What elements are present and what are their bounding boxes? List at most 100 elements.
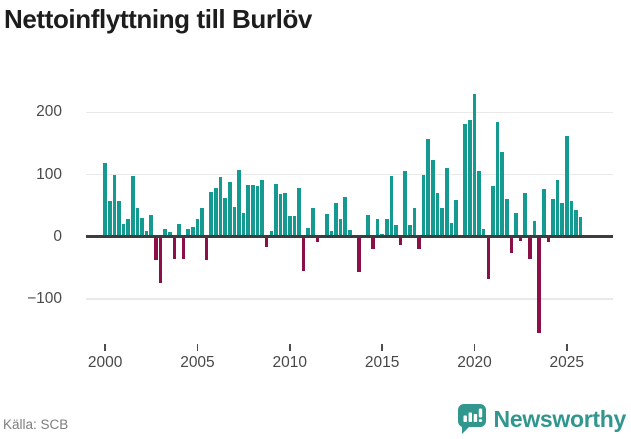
bar-2014Q4	[375, 219, 380, 237]
bar-2008Q4	[264, 236, 269, 248]
bar-2008Q2	[255, 186, 260, 237]
x-axis-label-2010: 2010	[272, 354, 308, 371]
bar-2018Q3	[444, 167, 449, 237]
bar-2004Q4	[191, 227, 195, 237]
bar-2000Q3	[112, 174, 117, 237]
gridline-y--100	[86, 298, 613, 300]
y-axis-label-0: 0	[53, 227, 62, 245]
bar-2018Q4	[449, 223, 454, 237]
bar-2025Q1	[565, 135, 569, 237]
bar-2025Q4	[578, 217, 583, 237]
bar-2009Q4	[283, 193, 287, 237]
bar-2005Q3	[204, 236, 209, 260]
bar-2020Q2	[477, 171, 481, 237]
x-axis-label-2025: 2025	[549, 354, 585, 371]
x-axis-label-2005: 2005	[180, 354, 215, 371]
newsworthy-wordmark: Newsworthy	[493, 405, 627, 432]
bar-2024Q2	[551, 199, 555, 237]
bar-2000Q2	[107, 200, 112, 237]
x-tick-mark-2000	[104, 344, 106, 351]
bar-2006Q4	[227, 182, 232, 237]
bar-2005Q1	[195, 219, 200, 237]
bar-2015Q3	[389, 175, 394, 237]
x-axis-label-2000: 2000	[87, 354, 123, 371]
bar-2015Q2	[384, 218, 389, 237]
bar-2022Q4	[523, 193, 528, 237]
x-tick-mark-2005	[196, 344, 199, 351]
bar-2019Q1	[454, 200, 458, 237]
y-axis-label-100: 100	[36, 165, 62, 183]
bar-2023Q2	[532, 221, 537, 237]
y-axis-label--100: −100	[27, 290, 62, 308]
bar-2007Q4	[246, 185, 251, 237]
bar-2001Q2	[126, 218, 130, 237]
bar-2016Q3	[408, 224, 412, 237]
bar-2001Q4	[135, 207, 140, 237]
bar-2018Q2	[440, 207, 444, 237]
bar-2009Q3	[278, 193, 283, 237]
bar-2001Q1	[121, 223, 126, 237]
bar-2003Q1	[158, 236, 163, 284]
zero-axis-line	[86, 235, 613, 239]
bar-2021Q2	[495, 121, 500, 237]
bar-2004Q1	[177, 223, 181, 237]
bar-2021Q1	[491, 186, 495, 237]
newsworthy-logo[interactable]: Newsworthy	[457, 402, 626, 436]
bar-2000Q4	[117, 201, 121, 237]
bar-2011Q3	[315, 236, 320, 242]
x-tick-mark-2015	[381, 344, 383, 351]
bar-2006Q3	[223, 197, 227, 237]
bar-2022Q1	[509, 236, 514, 253]
bar-2005Q2	[200, 207, 204, 237]
bar-2016Q1	[398, 236, 403, 245]
bar-2018Q1	[435, 192, 440, 237]
bar-2017Q4	[431, 160, 435, 237]
bar-2003Q2	[163, 228, 167, 237]
source-caption: Källa: SCB	[3, 417, 69, 432]
x-tick-mark-2010	[288, 344, 291, 351]
bar-2010Q3	[297, 187, 301, 237]
bar-2002Q2	[144, 230, 149, 237]
bar-2002Q4	[154, 236, 158, 260]
bar-2024Q3	[555, 179, 560, 237]
bar-2010Q4	[301, 236, 306, 272]
x-tick-mark-2025	[566, 344, 568, 351]
bar-2006Q2	[218, 177, 223, 237]
bar-2007Q1	[232, 206, 237, 237]
bar-2024Q1	[546, 236, 551, 242]
bar-2017Q3	[426, 139, 431, 237]
bar-2023Q1	[528, 236, 532, 260]
bar-2015Q1	[380, 233, 384, 237]
bar-2019Q3	[463, 124, 468, 237]
bar-2013Q2	[348, 229, 352, 237]
bar-2016Q2	[403, 171, 407, 237]
bar-2002Q1	[140, 218, 144, 237]
bar-2011Q2	[311, 208, 315, 237]
bar-2012Q4	[338, 219, 343, 237]
bar-2022Q3	[518, 236, 523, 242]
bar-2004Q2	[181, 236, 186, 259]
bar-2021Q3	[500, 152, 504, 237]
bar-2024Q4	[560, 202, 564, 237]
bar-2007Q3	[241, 212, 246, 237]
bar-2002Q3	[149, 215, 154, 237]
bar-2005Q4	[209, 191, 214, 237]
bar-2020Q4	[486, 236, 491, 279]
bar-2013Q4	[357, 236, 361, 273]
bar-2003Q3	[167, 231, 172, 237]
gridline-y-100	[86, 173, 613, 176]
bar-2023Q4	[541, 188, 546, 237]
bar-2008Q3	[260, 180, 264, 237]
bar-2020Q1	[472, 93, 477, 237]
x-axis-label-2015: 2015	[364, 354, 400, 371]
bar-2007Q2	[237, 170, 241, 237]
bar-2012Q2	[329, 230, 334, 237]
bar-2017Q2	[421, 174, 426, 237]
chart-title: Nettoinflyttning till Burlöv	[4, 4, 312, 34]
y-axis-label-200: 200	[36, 103, 62, 121]
bar-2025Q2	[569, 200, 574, 237]
bar-2014Q3	[371, 236, 375, 250]
bar-2010Q2	[292, 215, 297, 237]
bar-2001Q3	[131, 176, 135, 237]
